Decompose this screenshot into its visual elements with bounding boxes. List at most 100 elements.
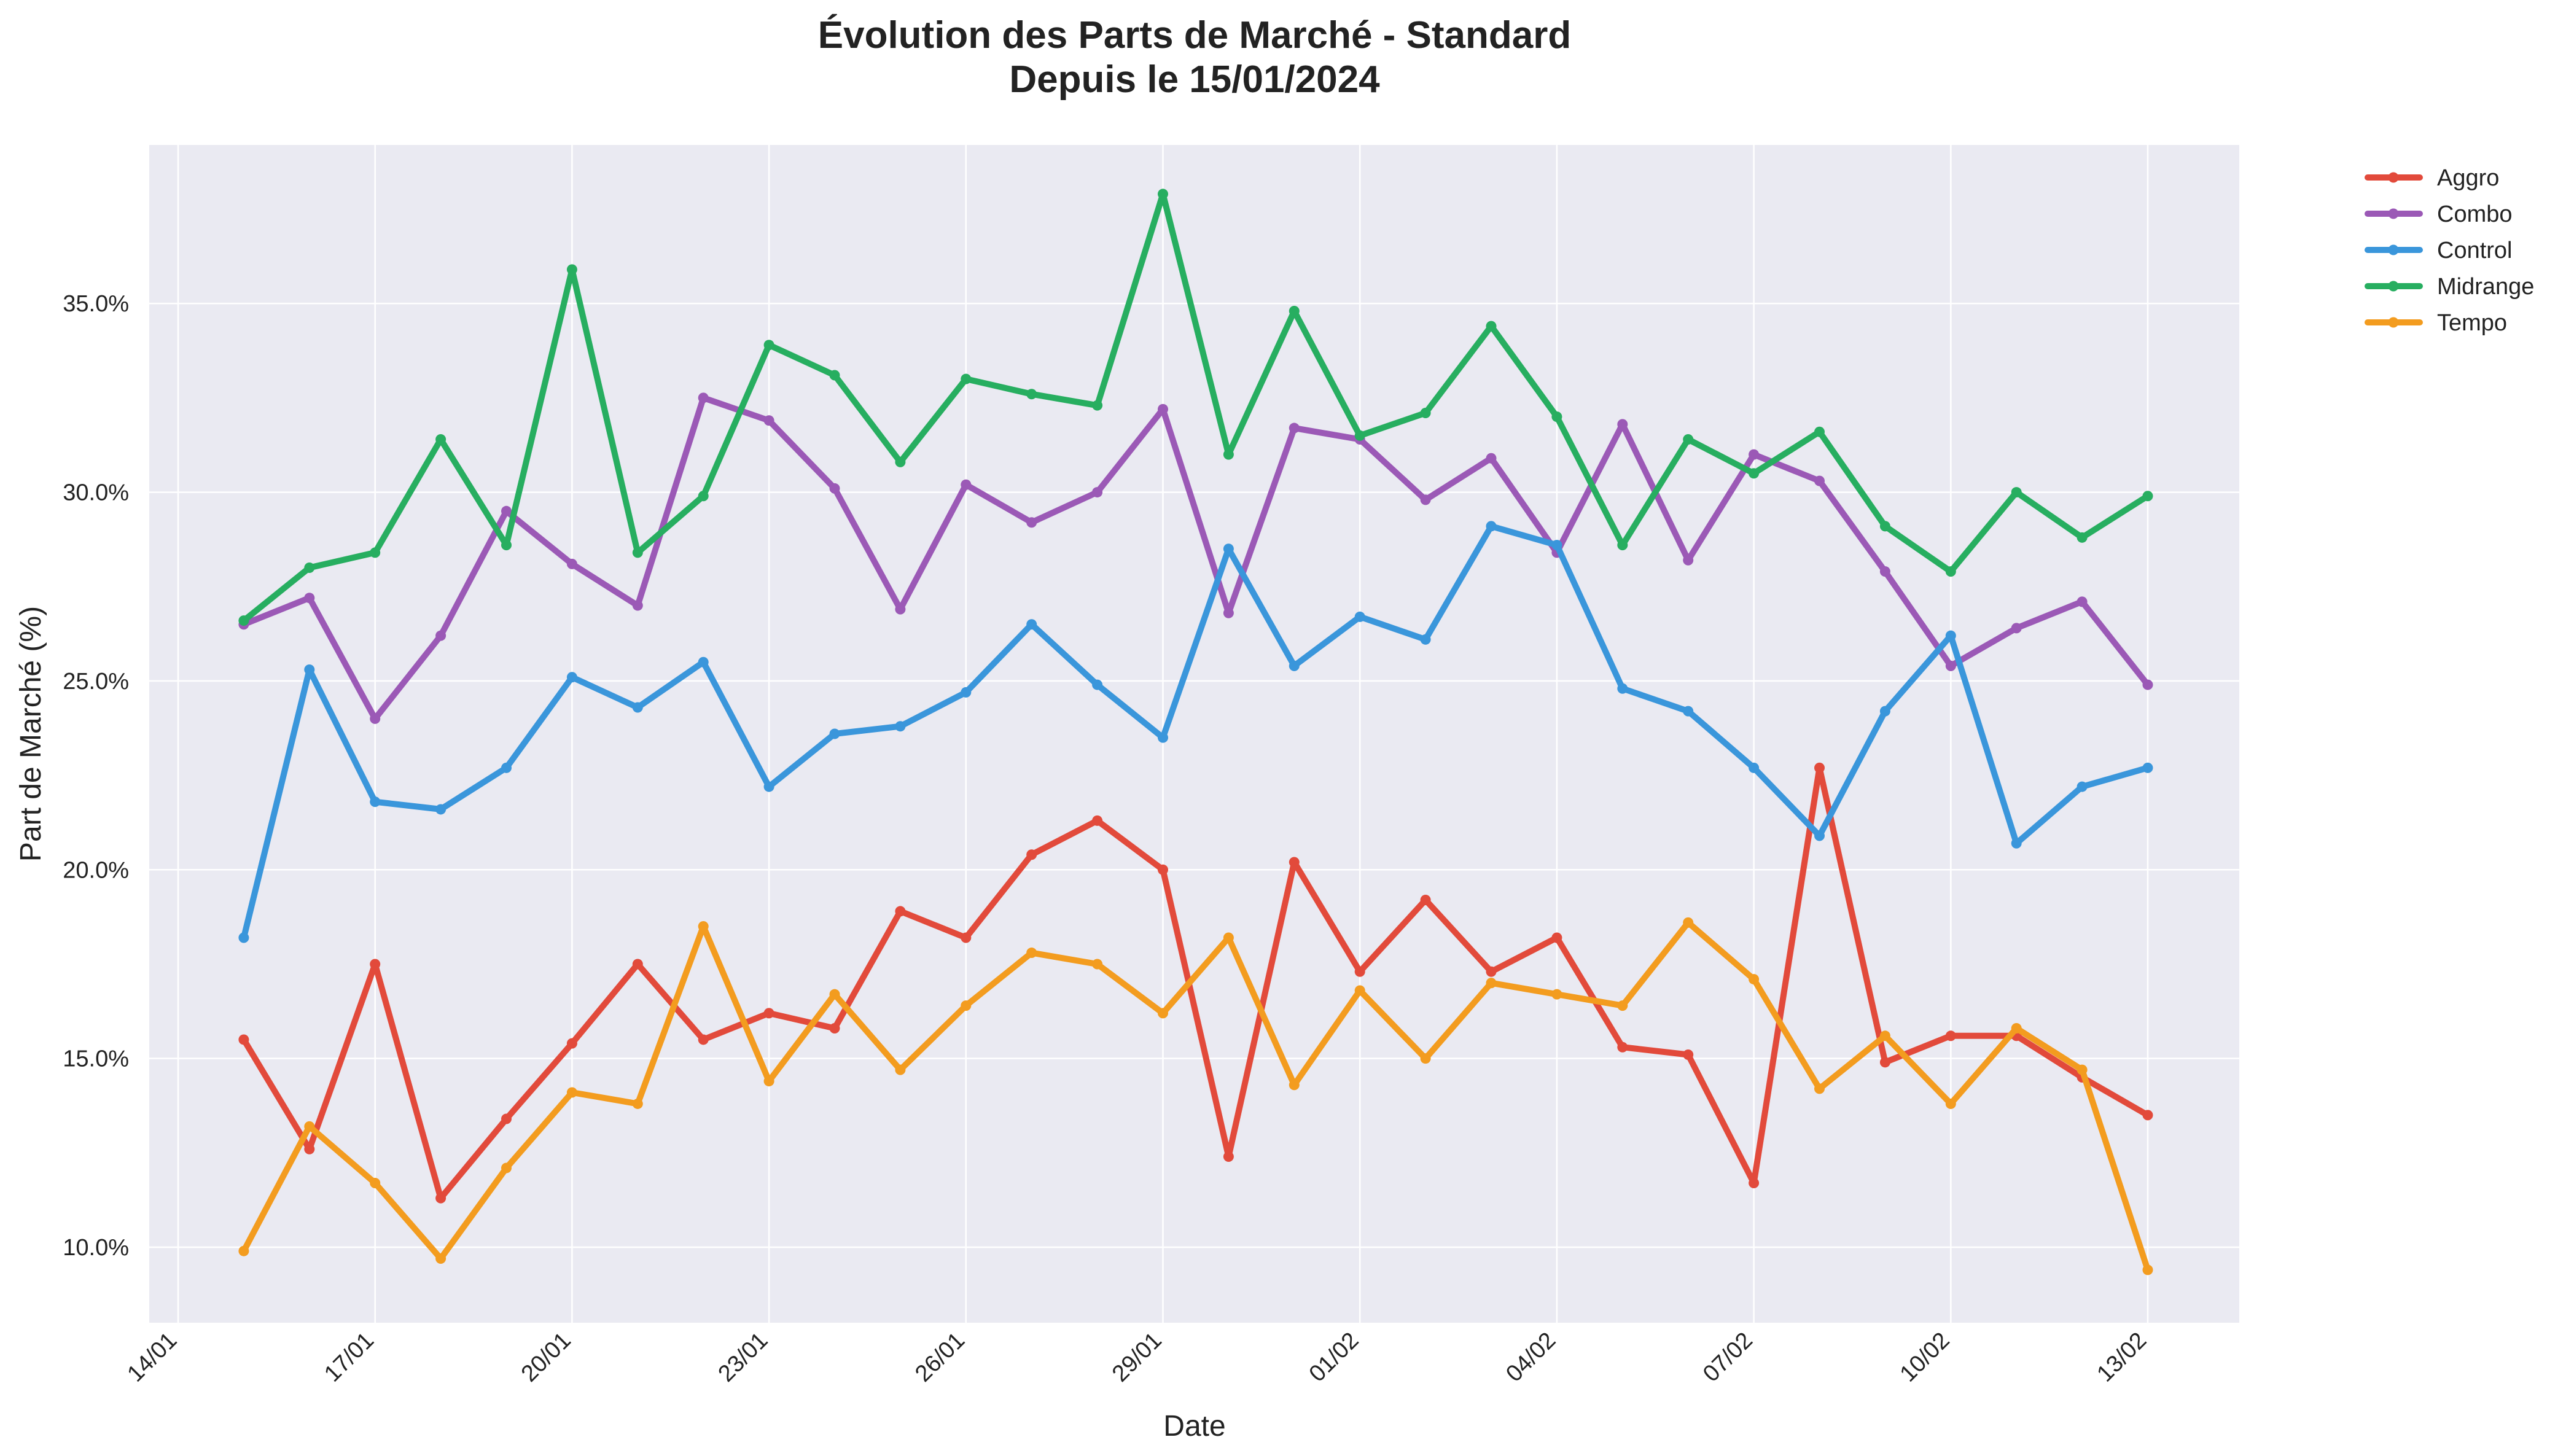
data-point-control	[1486, 521, 1497, 532]
data-point-tempo	[961, 1000, 972, 1011]
y-tick-label: 35.0%	[63, 291, 129, 317]
data-point-combo	[2077, 596, 2088, 607]
data-point-midrange	[763, 340, 774, 351]
y-tick-label: 30.0%	[63, 480, 129, 506]
data-point-aggro	[961, 932, 972, 943]
data-point-midrange	[1814, 426, 1825, 437]
data-point-aggro	[1879, 1057, 1890, 1068]
x-tick-label: 20/01	[517, 1328, 576, 1387]
data-point-control	[1092, 679, 1103, 690]
x-tick-label: 23/01	[714, 1328, 773, 1387]
data-point-aggro	[1420, 894, 1431, 905]
data-point-control	[566, 672, 577, 683]
data-point-control	[2077, 781, 2088, 792]
data-point-tempo	[1092, 959, 1103, 970]
data-point-control	[370, 796, 381, 808]
data-point-combo	[304, 593, 315, 604]
data-point-tempo	[1551, 989, 1562, 1000]
data-point-control	[1879, 706, 1890, 717]
data-point-tempo	[698, 921, 709, 932]
data-point-control	[1617, 683, 1628, 694]
data-point-combo	[961, 479, 972, 490]
data-point-control	[2142, 762, 2153, 773]
legend-label-combo: Combo	[2437, 201, 2513, 227]
data-point-tempo	[501, 1162, 512, 1174]
data-point-aggro	[370, 959, 381, 970]
data-point-tempo	[304, 1121, 315, 1132]
data-point-control	[435, 804, 447, 815]
legend-marker-combo	[2388, 208, 2399, 219]
data-point-tempo	[1945, 1098, 1956, 1109]
data-point-tempo	[829, 989, 840, 1000]
data-point-midrange	[1354, 430, 1365, 441]
chart-title: Évolution des Parts de Marché - Standard	[818, 14, 1572, 56]
data-point-control	[1354, 611, 1365, 622]
data-point-tempo	[566, 1087, 577, 1098]
series-layer	[238, 189, 2153, 1275]
data-point-tempo	[370, 1178, 381, 1189]
data-point-combo	[1289, 422, 1300, 434]
data-point-midrange	[698, 491, 709, 502]
data-point-combo	[566, 558, 577, 569]
data-point-aggro	[501, 1113, 512, 1124]
data-point-tempo	[1420, 1053, 1431, 1064]
legend: Aggro Combo Control Midrange Tempo	[2365, 165, 2534, 336]
series-line-tempo	[240, 919, 2151, 1273]
data-point-control	[1683, 706, 1694, 717]
data-point-combo	[2011, 623, 2022, 634]
data-point-tempo	[1289, 1080, 1300, 1091]
x-tick-label: 01/02	[1304, 1328, 1364, 1387]
data-point-tempo	[763, 1076, 774, 1087]
data-point-midrange	[566, 264, 577, 275]
data-point-combo	[829, 483, 840, 494]
data-point-tempo	[1026, 948, 1037, 959]
data-point-tempo	[1486, 978, 1497, 989]
data-point-tempo	[1223, 932, 1234, 943]
data-point-combo	[2142, 679, 2153, 690]
data-point-aggro	[304, 1143, 315, 1154]
data-point-combo	[370, 713, 381, 724]
data-point-midrange	[435, 434, 447, 445]
x-tick-label: 26/01	[910, 1328, 970, 1387]
data-point-midrange	[829, 370, 840, 381]
x-axis-ticks: 14/01 17/01 20/01 23/01 26/01 29/01 01/02 04/02…	[122, 1328, 2151, 1387]
data-point-combo	[435, 630, 447, 641]
data-point-control	[501, 762, 512, 773]
data-point-midrange	[2011, 487, 2022, 498]
data-point-combo	[763, 415, 774, 426]
data-point-midrange	[1486, 321, 1497, 332]
data-point-tempo	[1879, 1030, 1890, 1041]
data-point-tempo	[1814, 1083, 1825, 1094]
legend-marker-aggro	[2388, 172, 2399, 183]
data-point-tempo	[1683, 917, 1694, 928]
data-point-combo	[895, 604, 906, 615]
series-line-control	[240, 523, 2151, 941]
data-point-control	[829, 728, 840, 739]
data-point-combo	[1617, 419, 1628, 430]
data-point-control	[304, 664, 315, 675]
legend-marker-control	[2388, 244, 2399, 255]
x-tick-label: 13/02	[2092, 1328, 2151, 1387]
data-point-midrange	[1945, 566, 1956, 577]
series-line-midrange	[240, 190, 2151, 624]
legend-label-midrange: Midrange	[2437, 274, 2534, 300]
x-tick-label: 10/02	[1895, 1328, 1955, 1387]
data-point-control	[1158, 732, 1168, 743]
data-point-combo	[1879, 566, 1890, 577]
data-point-aggro	[1026, 849, 1037, 860]
data-point-aggro	[566, 1038, 577, 1049]
data-point-control	[763, 781, 774, 792]
legend-label-aggro: Aggro	[2437, 165, 2499, 191]
data-point-control	[1749, 762, 1760, 773]
data-point-control	[698, 656, 709, 668]
data-point-midrange	[1158, 189, 1168, 200]
data-point-tempo	[1158, 1008, 1168, 1019]
data-point-midrange	[1223, 449, 1234, 460]
data-point-control	[1551, 540, 1562, 551]
data-point-control	[632, 702, 643, 713]
data-point-aggro	[829, 1023, 840, 1034]
data-point-combo	[1683, 555, 1694, 566]
data-point-combo	[1420, 494, 1431, 505]
